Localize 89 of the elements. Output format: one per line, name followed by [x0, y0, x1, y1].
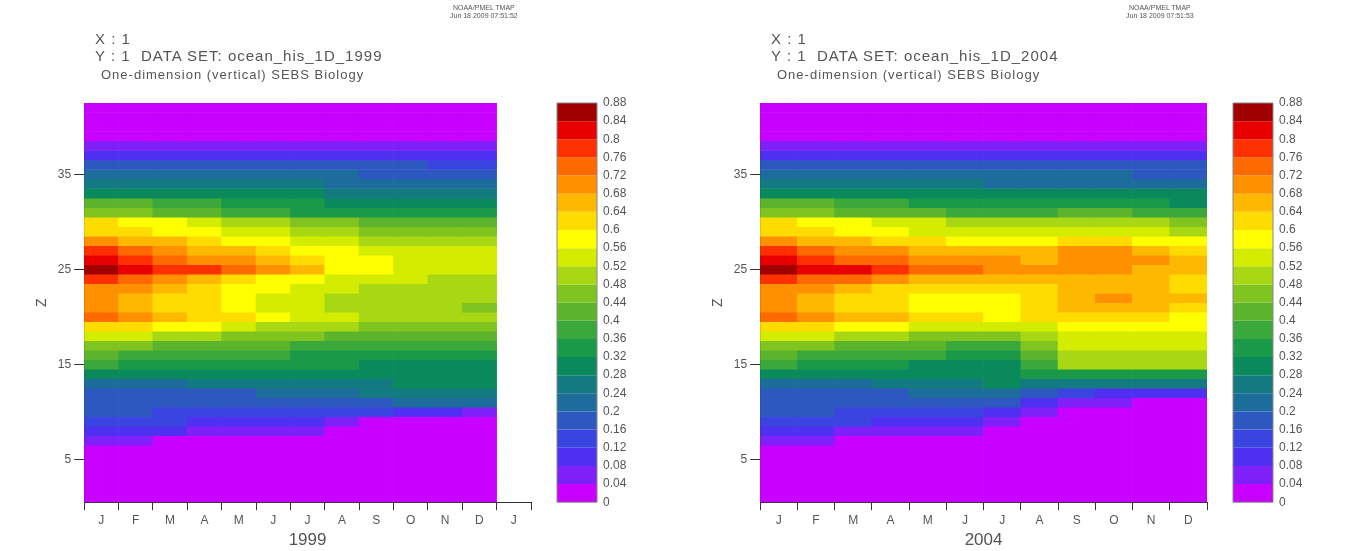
chart-title: One-dimension (vertical) SEBS Biology — [777, 66, 1042, 83]
color-bar-label: 0.72 — [1279, 167, 1303, 182]
color-bar-label: 0.04 — [1279, 476, 1303, 491]
color-bar-label: 0.36 — [1279, 331, 1303, 346]
color-bar-label: 0.64 — [1279, 204, 1303, 219]
color-bar-label: 0.32 — [603, 349, 627, 364]
color-bar-label: 0.4 — [1279, 313, 1297, 328]
color-bar-label: 0.56 — [603, 240, 627, 255]
color-bar-label: 0.28 — [1279, 367, 1303, 382]
color-bar-label: 0.16 — [603, 421, 627, 436]
x-tick-label: S — [1072, 512, 1081, 527]
y-tick-label: 35 — [57, 166, 72, 181]
x-tick-label: A — [1035, 512, 1044, 527]
x-tick-label: M — [848, 512, 859, 527]
color-bar-label: 0.48 — [1279, 276, 1303, 291]
x-tick-label: S — [372, 512, 381, 527]
text: Y : 1 DATA SET: ocean_his_1D_2004 — [771, 47, 1059, 64]
color-bar-label: 0.76 — [603, 149, 627, 164]
x-tick-label: N — [1146, 512, 1156, 527]
color-bar-label: 0.6 — [1279, 222, 1297, 237]
text: X : 1 — [771, 30, 808, 47]
x-tick-label: J — [304, 512, 311, 527]
color-bar-label: 0.52 — [1279, 258, 1303, 273]
color-bar-label: 0.52 — [603, 258, 627, 273]
x-tick-label: A — [337, 512, 346, 527]
x-tick-label: M — [922, 512, 933, 527]
color-bar-label: 0.28 — [603, 367, 627, 382]
color-bar-label: 0.56 — [1279, 240, 1303, 255]
color-bar-label: 0.8 — [1279, 131, 1297, 146]
y-tick-label: 25 — [57, 261, 72, 276]
y-tick-label: 15 — [733, 356, 748, 371]
color-bar-label: 0.84 — [603, 113, 627, 128]
x-tick-label: J — [98, 512, 105, 527]
color-bar-label: 0.4 — [603, 313, 621, 328]
y-tick-label: 5 — [740, 451, 748, 466]
y-tick-label: 25 — [733, 261, 748, 276]
x-tick-label: J — [961, 512, 968, 527]
x-tick-label: J — [999, 512, 1006, 527]
color-bar-label: 0.68 — [603, 186, 627, 201]
x-tick-label: D — [475, 512, 485, 527]
x-axis-title: 1999 — [288, 530, 327, 550]
color-bar-label: 0.12 — [1279, 440, 1303, 455]
color-bar-label: 0.44 — [603, 294, 627, 309]
color-bar-label: 0.08 — [1279, 458, 1303, 473]
x-tick-label: O — [1109, 512, 1119, 527]
y-axis-title: Z — [33, 297, 50, 307]
color-bar-label: 0.6 — [603, 222, 621, 237]
color-bar-label: 0.76 — [1279, 149, 1303, 164]
color-bar-label: 0.72 — [603, 167, 627, 182]
y-tick-label: 35 — [733, 166, 748, 181]
color-bar-label: 0.24 — [603, 385, 627, 400]
x-tick-label: J — [775, 512, 782, 527]
color-bar-label: 0.84 — [1279, 113, 1303, 128]
x-tick-label: A — [200, 512, 209, 527]
color-bar-label: 0.68 — [1279, 186, 1303, 201]
color-bar-label: 0.12 — [603, 440, 627, 455]
color-bar-label: 0.24 — [1279, 385, 1303, 400]
color-bar-label: 0.44 — [1279, 294, 1303, 309]
x-axis-title: 2004 — [964, 530, 1003, 550]
chart-title: One-dimension (vertical) SEBS Biology — [101, 66, 366, 83]
color-bar-label: 0.88 — [603, 95, 627, 110]
color-bar-label: 0.64 — [603, 204, 627, 219]
text: Y : 1 DATA SET: ocean_his_1D_1999 — [95, 47, 383, 64]
color-bar-label: 0.32 — [1279, 349, 1303, 364]
x-tick-label: F — [812, 512, 820, 527]
x-tick-label: M — [165, 512, 176, 527]
color-bar-label: 0.16 — [1279, 421, 1303, 436]
y-tick-label: 5 — [64, 451, 72, 466]
x-tick-label: A — [886, 512, 895, 527]
x-tick-label: J — [270, 512, 277, 527]
color-bar-label: 0 — [1279, 494, 1286, 509]
x-tick-label: N — [440, 512, 450, 527]
color-bar-label: 0.2 — [603, 403, 621, 418]
x-tick-label: F — [132, 512, 140, 527]
y-axis-title: Z — [709, 297, 726, 307]
color-bar-label: 0.04 — [603, 476, 627, 491]
x-tick-label: D — [1184, 512, 1194, 527]
y-tick-label: 15 — [57, 356, 72, 371]
color-bar-label: 0 — [603, 494, 610, 509]
x-tick-label: O — [406, 512, 416, 527]
color-bar-label: 0.88 — [1279, 95, 1303, 110]
color-bar-label: 0.08 — [603, 458, 627, 473]
color-bar-label: 0.48 — [603, 276, 627, 291]
x-tick-label: J — [510, 512, 517, 527]
color-bar-label: 0.36 — [603, 331, 627, 346]
color-bar-label: 0.8 — [603, 131, 621, 146]
x-tick-label: M — [233, 512, 244, 527]
text: X : 1 — [95, 30, 132, 47]
color-bar-label: 0.2 — [1279, 403, 1297, 418]
